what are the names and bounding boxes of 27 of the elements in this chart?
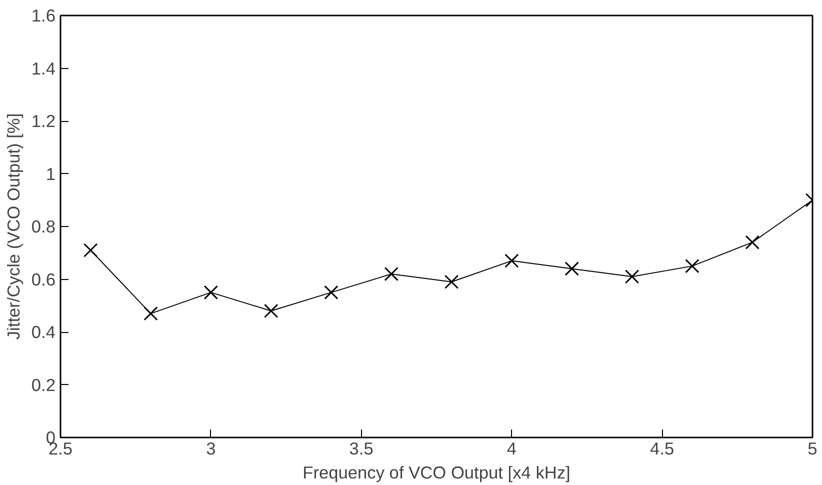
point (324, 285, 338, 300)
y-tick-label: 0.6 (31, 269, 56, 290)
y-tick-label: 1.2 (31, 111, 56, 131)
point (624, 270, 640, 284)
point (564, 262, 579, 276)
x-axis-title: Frequency of VCO Output [x4 kHz] (302, 462, 570, 482)
point (504, 254, 519, 268)
y-axis-title: Jitter/Cycle (VCO Output) [%] (3, 113, 24, 340)
x-tick-label: 4.5 (650, 438, 674, 458)
point (264, 304, 278, 318)
point (83, 243, 98, 258)
x-tick-label: 3.5 (349, 438, 374, 458)
point (685, 258, 700, 274)
point (384, 266, 398, 282)
point (745, 235, 760, 250)
y-tick-label: 0.2 (31, 374, 56, 395)
x-tick-label: 4 (506, 438, 517, 458)
point (444, 274, 459, 289)
x-tick-label: 5 (808, 438, 818, 458)
y-tick-label: 0.4 (31, 322, 56, 342)
point (144, 306, 158, 321)
y-tick-label: 0.8 (31, 216, 56, 236)
y-tick-label: 1.6 (31, 6, 56, 26)
point (204, 285, 218, 300)
x-tick-label: 3 (206, 438, 216, 458)
y-tick-label: 1 (46, 164, 56, 184)
y-tick-label: 1.4 (31, 58, 56, 78)
